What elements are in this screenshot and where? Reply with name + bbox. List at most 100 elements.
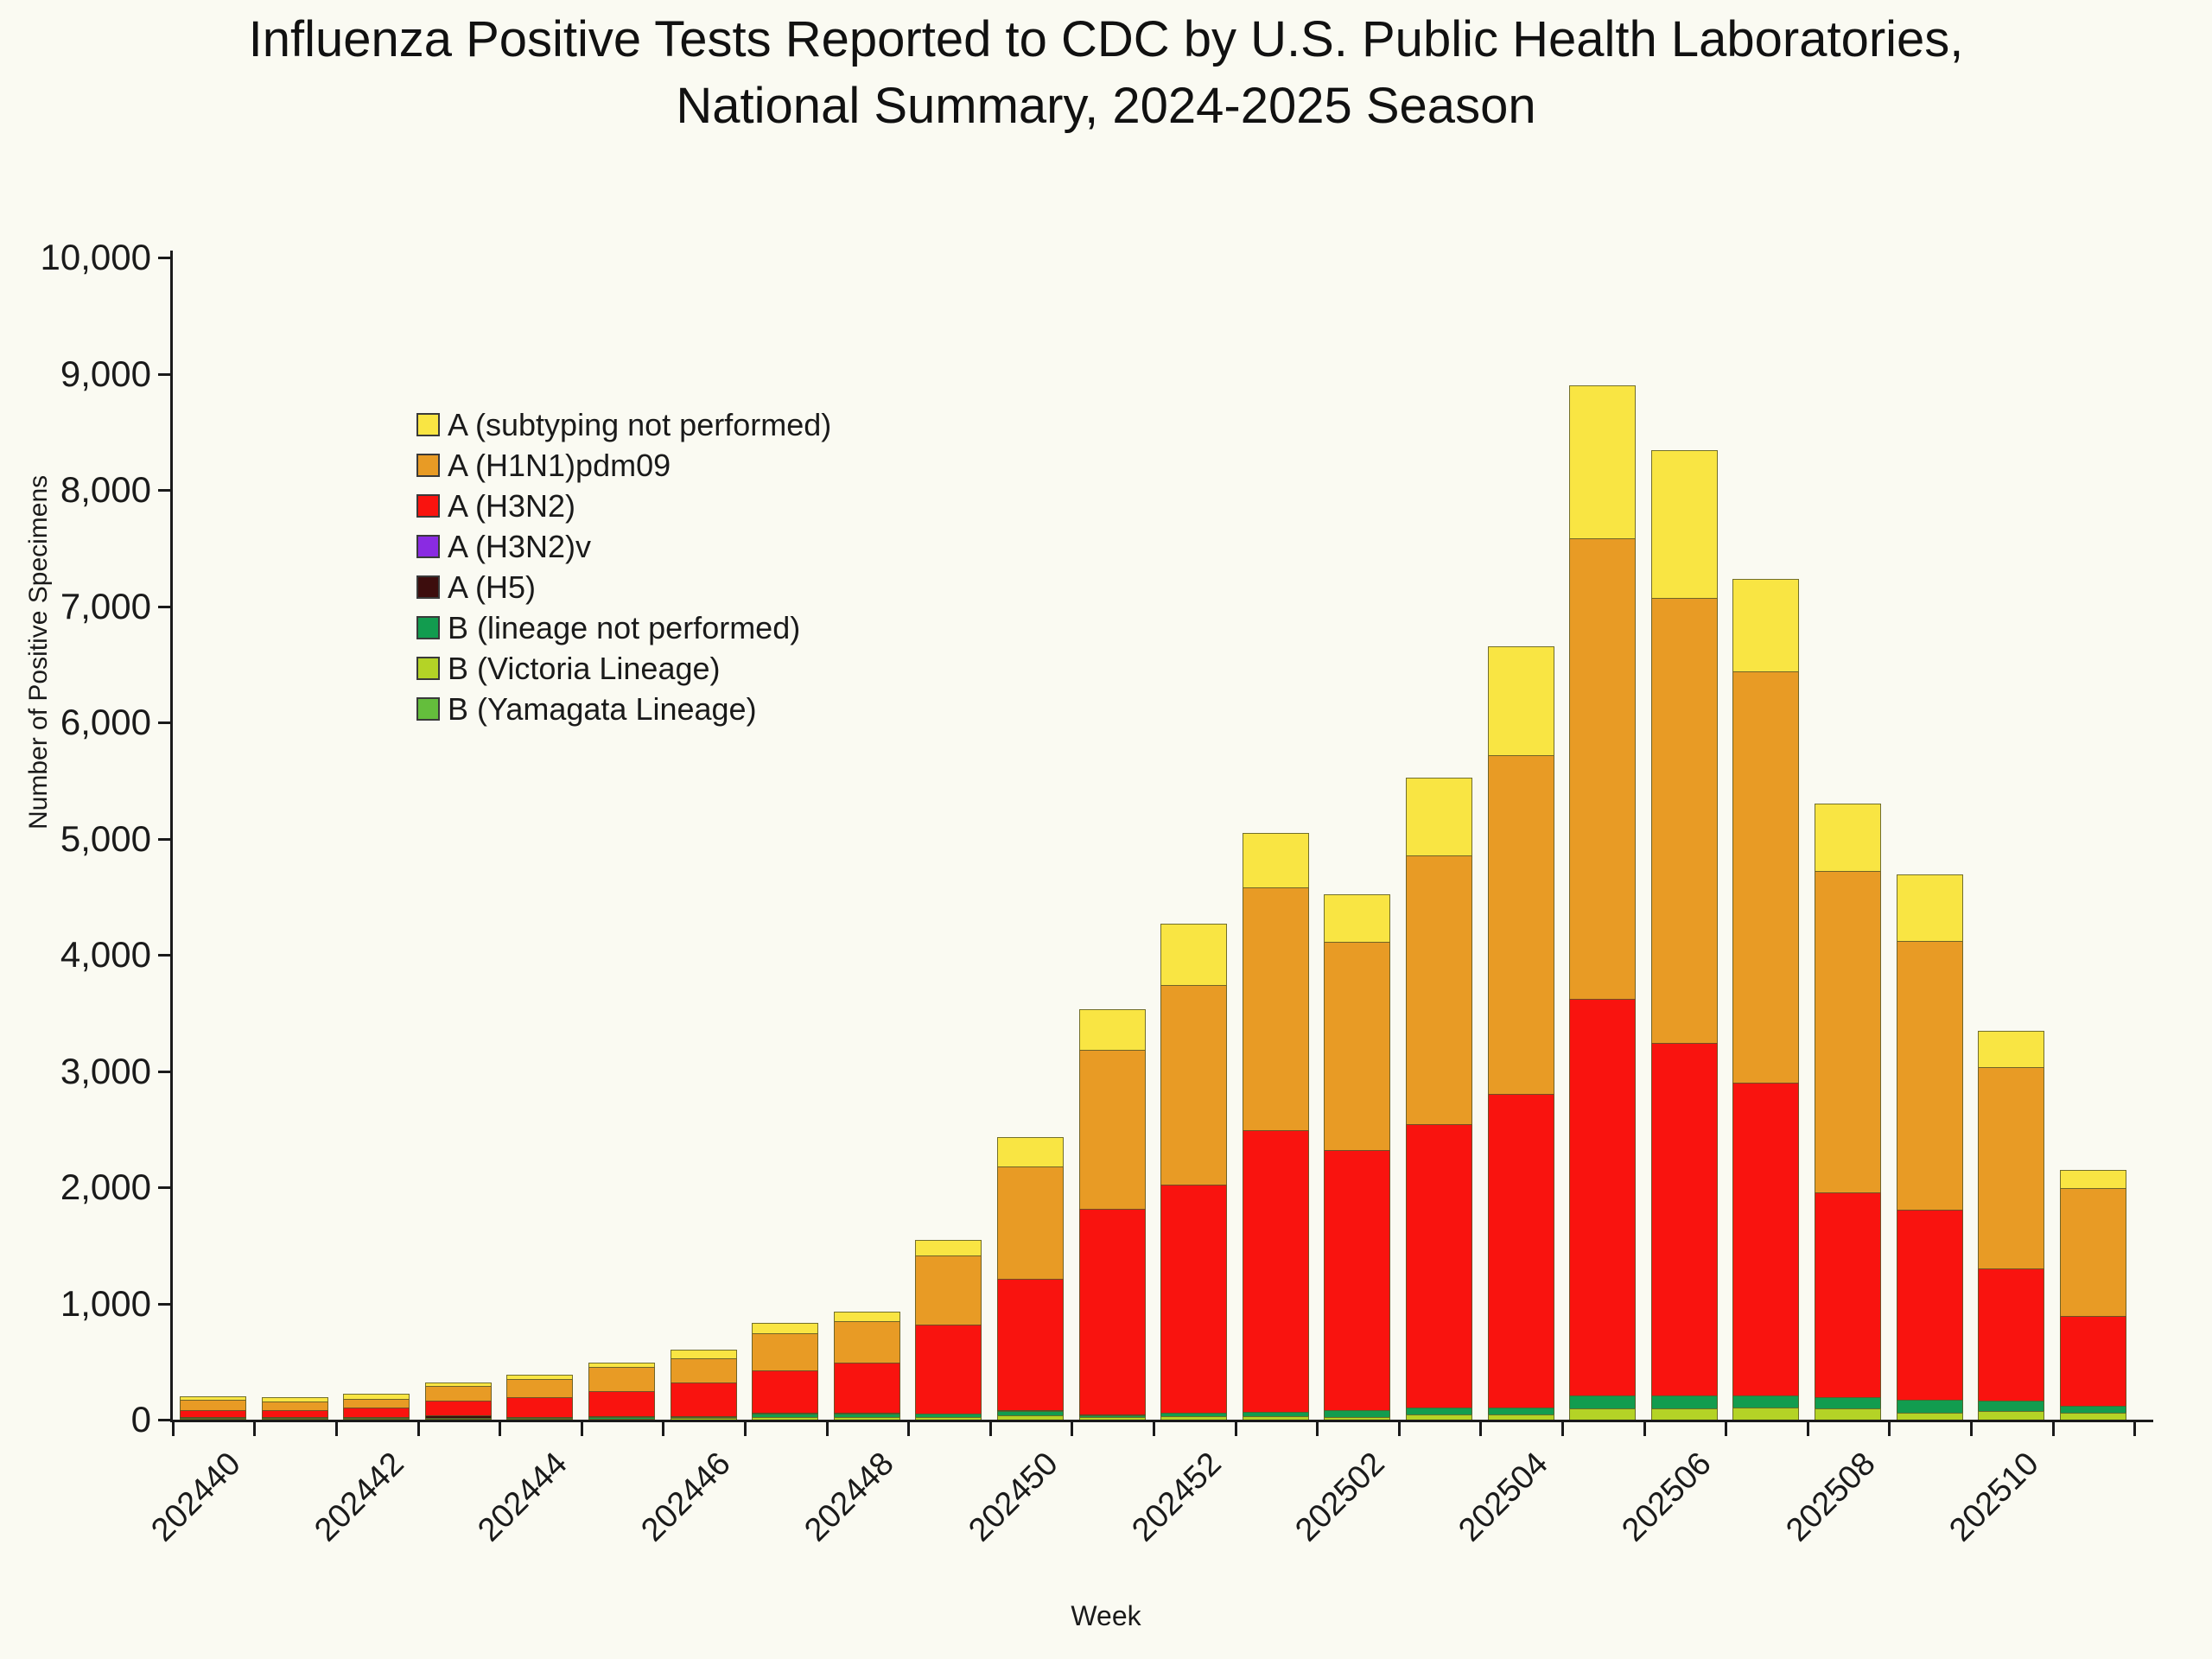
segment-b-lineage-not-performed: [1324, 1409, 1390, 1417]
segment-a-h1n1-pdm09: [1406, 855, 1472, 1125]
segment-b-lineage-not-performed: [262, 1418, 328, 1419]
bar-202443: [425, 1382, 492, 1420]
segment-b-victoria-lineage: [997, 1414, 1064, 1420]
segment-b-lineage-not-performed: [1732, 1395, 1799, 1408]
legend-label: A (H3N2)v: [448, 528, 592, 564]
segment-a-subtyping-not-performed: [2060, 1170, 2126, 1188]
segment-b-lineage-not-performed: [834, 1414, 900, 1417]
segment-a-h3n2: [343, 1408, 410, 1417]
segment-b-victoria-lineage: [1406, 1414, 1472, 1420]
segment-a-h5: [588, 1416, 655, 1418]
x-axis-tick: [499, 1422, 502, 1436]
segment-b-lineage-not-performed: [915, 1414, 982, 1417]
segment-a-subtyping-not-performed: [997, 1137, 1064, 1166]
segment-a-subtyping-not-performed: [1732, 579, 1799, 671]
segment-b-lineage-not-performed: [1406, 1408, 1472, 1414]
segment-b-lineage-not-performed: [2060, 1405, 2126, 1413]
y-axis-tick-label: 8,000: [60, 469, 151, 510]
segment-b-victoria-lineage: [1651, 1408, 1718, 1420]
segment-a-h3n2: [1324, 1150, 1390, 1410]
segment-b-victoria-lineage: [506, 1419, 573, 1420]
x-axis-tick-label: 202452: [1125, 1446, 1229, 1549]
bar-202502: [1324, 894, 1390, 1420]
segment-b-victoria-lineage: [425, 1419, 492, 1420]
legend-label: A (H5): [448, 569, 537, 605]
segment-a-h3n2: [1160, 1185, 1227, 1413]
segment-b-victoria-lineage: [671, 1418, 737, 1420]
y-axis-tick-label: 5,000: [60, 817, 151, 859]
legend-swatch-icon: [416, 616, 440, 639]
segment-a-h5: [506, 1417, 573, 1418]
segment-a-h1n1-pdm09: [1079, 1049, 1146, 1209]
segment-b-victoria-lineage: [180, 1419, 246, 1420]
segment-a-h5: [262, 1416, 328, 1418]
segment-a-h1n1-pdm09: [425, 1385, 492, 1401]
segment-a-h1n1-pdm09: [1160, 984, 1227, 1185]
segment-b-victoria-lineage: [262, 1419, 328, 1420]
segment-b-lineage-not-performed: [671, 1416, 737, 1419]
y-axis-tick: [158, 1070, 170, 1073]
segment-b-victoria-lineage: [915, 1416, 982, 1421]
segment-b-victoria-lineage: [1160, 1415, 1227, 1421]
legend-item-7: B (Yamagata Lineage): [416, 689, 831, 729]
x-axis-tick: [2133, 1422, 2137, 1436]
x-axis-tick-label: 202448: [798, 1446, 901, 1549]
x-axis-tick-label: 202440: [143, 1446, 248, 1549]
segment-a-h3n2: [1488, 1093, 1554, 1408]
segment-a-h3n2: [752, 1370, 818, 1414]
legend-swatch-icon: [416, 535, 440, 558]
segment-b-lineage-not-performed: [1569, 1395, 1636, 1409]
segment-a-subtyping-not-performed: [1324, 894, 1390, 943]
y-axis-tick: [158, 1302, 170, 1306]
segment-b-victoria-lineage: [343, 1418, 410, 1420]
segment-a-h5: [180, 1417, 246, 1418]
segment-a-h1n1-pdm09: [1732, 671, 1799, 1083]
legend-label: A (H3N2): [448, 487, 576, 524]
legend-item-1: A (H1N1)pdm09: [416, 445, 831, 486]
segment-a-subtyping-not-performed: [834, 1312, 900, 1321]
segment-a-h1n1-pdm09: [1243, 887, 1309, 1130]
bar-202507: [1732, 579, 1799, 1421]
segment-a-h3n2: [1569, 999, 1636, 1395]
segment-b-lineage-not-performed: [1978, 1400, 2044, 1411]
segment-b-lineage-not-performed: [1488, 1408, 1554, 1415]
y-axis-tick: [158, 1186, 170, 1189]
legend-swatch-icon: [416, 454, 440, 477]
segment-b-victoria-lineage: [1488, 1414, 1554, 1420]
legend-item-3: A (H3N2)v: [416, 526, 831, 567]
y-axis-tick-label: 0: [130, 1399, 151, 1440]
bar-202445: [588, 1363, 655, 1420]
segment-b-victoria-lineage: [834, 1416, 900, 1421]
segment-a-h5: [425, 1415, 492, 1418]
segment-b-lineage-not-performed: [425, 1418, 492, 1419]
segment-a-subtyping-not-performed: [1488, 646, 1554, 755]
y-axis-tick-label: 6,000: [60, 702, 151, 742]
x-axis-tick: [907, 1422, 911, 1436]
bar-202505: [1569, 385, 1636, 1420]
bar-202511: [2060, 1170, 2126, 1420]
segment-a-subtyping-not-performed: [915, 1240, 982, 1255]
y-axis-line: [170, 251, 173, 1422]
segment-b-victoria-lineage: [1897, 1412, 1963, 1421]
legend-item-2: A (H3N2): [416, 486, 831, 526]
segment-a-h5: [997, 1410, 1064, 1412]
segment-b-victoria-lineage: [1324, 1416, 1390, 1420]
x-axis-tick: [1234, 1422, 1237, 1436]
y-axis-tick-label: 7,000: [60, 585, 151, 626]
segment-b-victoria-lineage: [2060, 1412, 2126, 1420]
legend-item-0: A (subtyping not performed): [416, 404, 831, 445]
segment-a-h1n1-pdm09: [671, 1357, 737, 1382]
x-axis-tick: [416, 1422, 420, 1436]
x-axis-tick-label: 202442: [308, 1446, 411, 1549]
segment-a-subtyping-not-performed: [1243, 833, 1309, 888]
segment-a-h3n2: [997, 1279, 1064, 1410]
segment-a-h1n1-pdm09: [1651, 598, 1718, 1043]
segment-a-h3n2: [1406, 1124, 1472, 1408]
x-axis-tick: [743, 1422, 747, 1436]
segment-a-h3n2: [1651, 1042, 1718, 1396]
segment-a-h1n1-pdm09: [1978, 1067, 2044, 1269]
segment-b-victoria-lineage: [1079, 1416, 1146, 1420]
segment-a-h1n1-pdm09: [1569, 537, 1636, 1000]
legend-label: B (Victoria Lineage): [448, 650, 721, 686]
